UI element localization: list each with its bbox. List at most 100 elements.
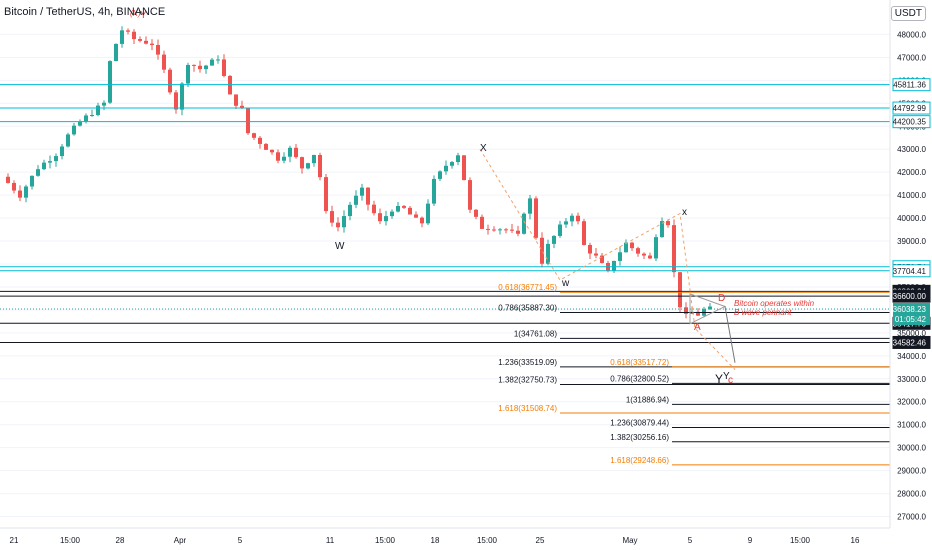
candle-body: [354, 195, 358, 205]
price-tick-label: 39000.0: [897, 237, 926, 246]
candle-body: [6, 176, 10, 183]
candle-body: [696, 311, 700, 316]
fib-label: 1.618(29248.66): [610, 456, 669, 465]
candle-body: [348, 204, 352, 217]
candle-body: [162, 54, 166, 70]
price-tag: 45811.36: [892, 78, 931, 92]
candle-body: [294, 147, 298, 158]
candle-body: [558, 224, 562, 236]
candle-body: [402, 205, 406, 208]
candle-body: [192, 64, 196, 66]
price-tick-label: 29000.0: [897, 467, 926, 476]
candle-body: [648, 255, 652, 259]
time-tick-label: 16: [851, 536, 860, 545]
candle-body: [636, 248, 640, 254]
time-tick-label: 15:00: [477, 536, 498, 545]
candle-body: [258, 137, 262, 144]
current-price-label: 36038.23: [893, 305, 927, 314]
candle-body: [156, 44, 160, 55]
price-tag-box: [892, 115, 931, 129]
candle-body: [552, 235, 556, 244]
candle-body: [666, 221, 670, 226]
candle-body: [288, 147, 292, 157]
currency-button[interactable]: USDT: [890, 6, 926, 21]
wave-annotation: (X): [130, 9, 141, 18]
price-tick-label: 47000.0: [897, 53, 926, 62]
candle-body: [678, 272, 682, 308]
candle-body: [384, 216, 388, 222]
candle-body: [78, 121, 82, 126]
candle-body: [414, 214, 418, 218]
candle-body: [378, 213, 382, 222]
time-tick-label: May: [622, 536, 637, 545]
candle-body: [138, 39, 142, 41]
candle-body: [234, 94, 238, 106]
candle-body: [180, 83, 184, 110]
price-tag: 37704.41: [892, 264, 931, 278]
candle-body: [516, 230, 520, 234]
wave-annotation: X: [480, 143, 487, 154]
candle-body: [240, 105, 244, 109]
candle-body: [108, 61, 112, 103]
candle-body: [456, 155, 460, 163]
candle-body: [84, 115, 88, 122]
candle-body: [546, 243, 550, 264]
fib-label: 1.382(32750.73): [498, 376, 557, 385]
candle-body: [570, 215, 574, 222]
candle-body: [576, 215, 580, 222]
candle-body: [600, 255, 604, 263]
candle-body: [708, 306, 712, 310]
price-tag-box: [892, 289, 931, 303]
candle-body: [204, 65, 208, 70]
time-tick-label: 18: [431, 536, 440, 545]
candle-body: [114, 43, 118, 62]
price-tag: 34582.46: [892, 335, 931, 349]
price-tag-label: 44792.99: [893, 104, 927, 113]
candle-body: [312, 154, 316, 164]
wave-annotation: c: [728, 375, 733, 386]
candle-body: [498, 229, 502, 231]
price-tick-label: 32000.0: [897, 398, 926, 407]
price-tag-label: 34582.46: [893, 338, 927, 347]
candle-body: [330, 211, 334, 223]
candle-body: [66, 134, 70, 147]
price-tag-label: 36600.00: [893, 292, 927, 301]
candle-body: [24, 186, 28, 198]
candle-body: [210, 59, 214, 66]
candle-body: [36, 169, 40, 176]
time-axis: 21 15:00 28 Apr 5 11 15:00 18 15:00 25 May 5 9 15:00 1…: [0, 527, 932, 550]
wave-annotation: A: [694, 322, 701, 333]
price-tag-box: [892, 78, 931, 92]
candle-body: [30, 175, 34, 187]
time-axis-background: [0, 528, 932, 550]
price-tick-label: 30000.0: [897, 444, 926, 453]
candle-body: [492, 229, 496, 231]
wave-projection: [479, 148, 736, 370]
price-tag-label: 37704.41: [893, 267, 927, 276]
candle-body: [522, 213, 526, 234]
candle-body: [132, 31, 136, 40]
candle-body: [222, 59, 226, 76]
wave-annotation: Y: [715, 372, 723, 386]
candle-body: [96, 105, 100, 115]
candle-body: [282, 156, 286, 161]
candle-body: [420, 217, 424, 224]
price-tag: 44792.99: [892, 101, 931, 115]
fib-label: 1.236(33519.09): [498, 358, 557, 367]
price-tick-label: 35000.0: [897, 329, 926, 338]
fib-label: 1(31886.94): [626, 395, 669, 404]
wave-annotation: W: [335, 241, 345, 252]
candle-body: [654, 237, 658, 259]
candle-body: [228, 75, 232, 95]
candle-body: [186, 64, 190, 84]
price-tick-label: 31000.0: [897, 421, 926, 430]
wave-annotation: B wave pennant: [734, 308, 792, 317]
fib-label: 0.618(36771.45): [498, 283, 557, 292]
projection-arrow: [724, 306, 736, 363]
candle-body: [360, 187, 364, 196]
candle-body: [198, 65, 202, 70]
time-tick-label: Apr: [174, 536, 187, 545]
price-tick-label: 28000.0: [897, 490, 926, 499]
